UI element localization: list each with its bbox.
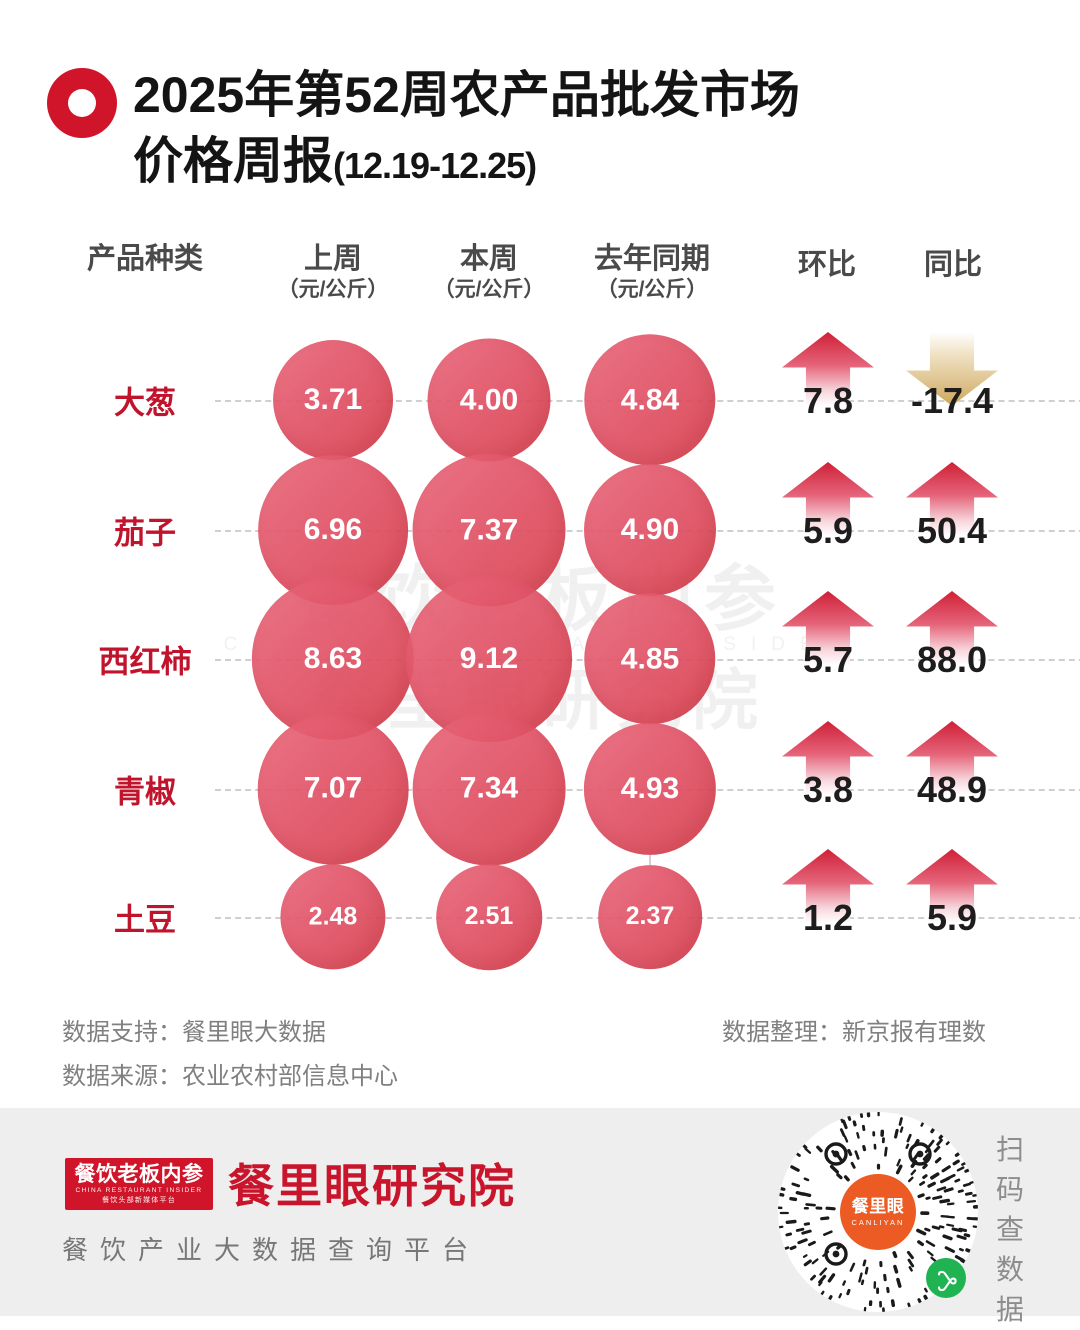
bubble-value: 2.48 <box>309 902 358 931</box>
bubble-chart: 大葱 3.71 4.00 4.84 7.8 -17.4 茄子 6.96 7.37 4.90 5.9 5… <box>0 0 1080 1010</box>
metric-value: 1.2 <box>803 897 853 939</box>
row-label-4: 青椒 <box>60 767 230 812</box>
bubble-last-week: 7.07 <box>258 714 409 865</box>
bubble-value: 4.84 <box>621 383 679 417</box>
bubble-value: 4.90 <box>621 513 679 547</box>
bubble-value: 3.71 <box>304 383 362 417</box>
bubble-value: 6.96 <box>304 513 362 547</box>
row-label-1: 大葱 <box>60 378 230 423</box>
bubble-last-week: 2.48 <box>280 864 385 969</box>
metric-value: 3.8 <box>803 769 853 811</box>
notes: 数据支持：餐里眼大数据 数据来源：农业农村部信息中心 数据整理：新京报有理数 <box>0 1000 1080 1100</box>
metric-value: 88.0 <box>917 639 987 681</box>
column-header-category: 产品种类 <box>40 242 250 276</box>
qr-center-cn: 餐里眼 <box>852 1197 905 1217</box>
row-label-5: 土豆 <box>60 895 230 940</box>
brand-badge-main: 餐饮老板内参 <box>75 1163 204 1186</box>
qr-center-logo: 餐里眼 CANLIYAN <box>840 1174 916 1250</box>
bubble-value: 4.93 <box>621 772 679 806</box>
metric-value: -17.4 <box>911 380 993 422</box>
brand-badge-en: CHINA RESTAURANT INSIDER <box>76 1186 203 1196</box>
bubble-value: 9.12 <box>460 642 518 676</box>
qr-center-en: CANLIYAN <box>852 1217 905 1228</box>
bubble-value: 2.51 <box>465 903 514 932</box>
bubble-value: 4.85 <box>621 642 679 676</box>
bubble-last-year: 2.37 <box>598 865 702 969</box>
column-headers: 产品种类 上周 （元/公斤） 本周 （元/公斤） 去年同期 （元/公斤） 环比 … <box>0 242 1080 308</box>
metric-value: 50.4 <box>917 510 987 552</box>
metric-value: 5.7 <box>803 639 853 681</box>
brand-badge: 餐饮老板内参 CHINA RESTAURANT INSIDER 餐饮头部新媒体平… <box>65 1158 213 1210</box>
metric-yoy: 50.4 <box>877 462 1027 572</box>
qr-code[interactable]: 餐里眼 CANLIYAN <box>778 1112 978 1312</box>
row-label-3: 西红柿 <box>60 637 230 682</box>
bubble-value: 7.34 <box>460 772 518 806</box>
bubble-last-year: 4.90 <box>584 464 716 596</box>
bubble-value: 4.00 <box>460 383 518 417</box>
brand-name: 餐里眼研究院 <box>228 1150 516 1216</box>
bubble-last-year: 4.93 <box>584 723 716 855</box>
brand-tagline: 餐饮产业大数据查询平台 <box>62 1230 480 1267</box>
metric-yoy: 88.0 <box>877 591 1027 701</box>
bubble-value: 7.37 <box>460 513 518 547</box>
note-data-support: 数据支持：餐里眼大数据 <box>62 1012 326 1047</box>
column-header-last-week: 上周 （元/公斤） <box>248 242 418 304</box>
scan-hint-text: 扫码查数据 <box>990 1130 1030 1330</box>
bubble-last-week: 3.71 <box>273 340 393 460</box>
metric-value: 7.8 <box>803 380 853 422</box>
column-header-last-year: 去年同期 （元/公斤） <box>562 242 742 304</box>
column-header-yoy: 同比 <box>878 248 1028 282</box>
bubble-last-year: 4.85 <box>584 593 715 724</box>
metric-yoy: 5.9 <box>877 849 1027 959</box>
bubble-value: 2.37 <box>626 903 675 932</box>
metric-yoy: 48.9 <box>877 721 1027 831</box>
note-data-source: 数据来源：农业农村部信息中心 <box>62 1056 398 1091</box>
bubble-value: 8.63 <box>304 642 362 676</box>
bubble-this-week: 4.00 <box>428 339 551 462</box>
brand-badge-sub: 餐饮头部新媒体平台 <box>102 1196 176 1206</box>
column-guideline <box>649 855 651 865</box>
bubble-this-week: 7.34 <box>413 713 566 866</box>
metric-value: 48.9 <box>917 769 987 811</box>
bubble-this-week: 2.51 <box>436 864 542 970</box>
metric-value: 5.9 <box>803 510 853 552</box>
metric-yoy: -17.4 <box>877 332 1027 442</box>
wechat-miniprogram-icon <box>926 1258 966 1298</box>
note-data-compiled: 数据整理：新京报有理数 <box>722 1012 986 1047</box>
row-label-2: 茄子 <box>60 508 230 553</box>
bubble-last-year: 4.84 <box>584 334 715 465</box>
metric-value: 5.9 <box>927 897 977 939</box>
bubble-value: 7.07 <box>304 772 362 806</box>
column-header-this-week: 本周 （元/公斤） <box>404 242 574 304</box>
